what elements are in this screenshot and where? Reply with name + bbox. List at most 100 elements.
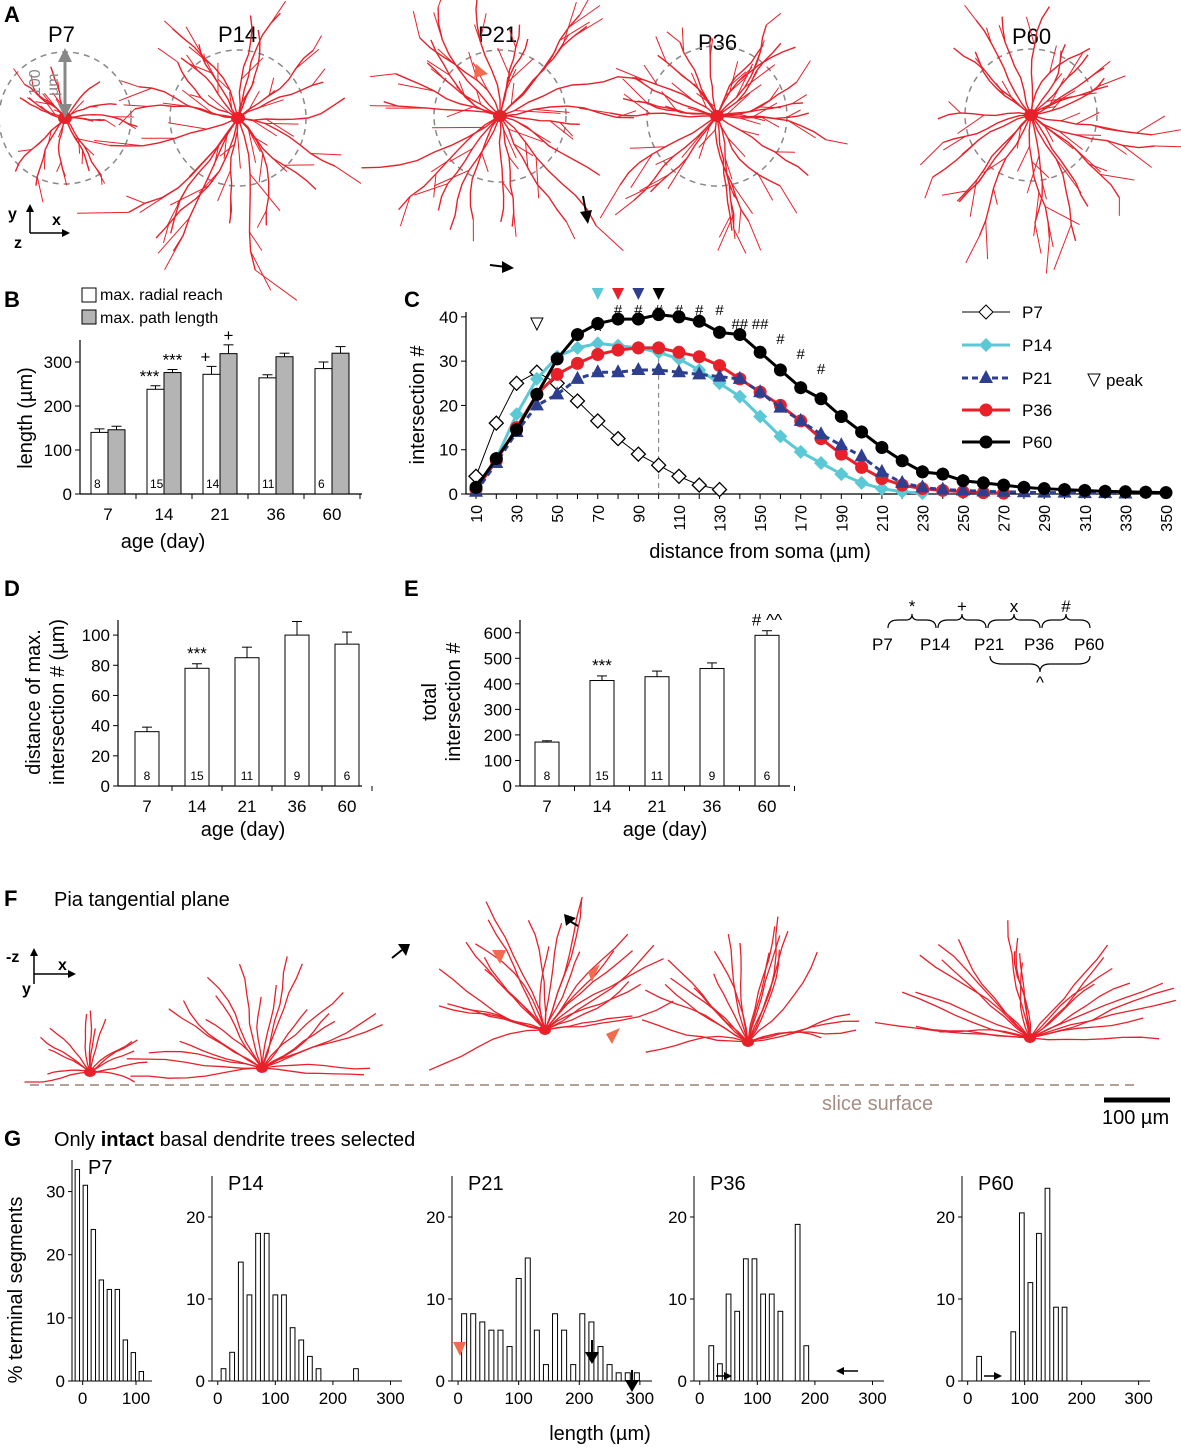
b-legend-swatch-path: [81, 309, 97, 325]
tree-a-p14-sub-branch: [247, 90, 260, 112]
tree-f-p36-branch: [747, 1020, 860, 1043]
c-point-P36: [631, 341, 645, 355]
tree-f-p36-branch: [713, 950, 749, 1043]
b-bar-path: [163, 372, 182, 495]
tree-a-p14-sub-branch: [189, 94, 202, 99]
tree-a-p36-sub-branch: [796, 60, 811, 83]
tree-a-p36-sub-branch: [736, 84, 762, 103]
tree-a-p60-sub-branch: [1136, 115, 1166, 134]
panel-letter-a: A: [4, 2, 20, 27]
tree-a-p60-sub-branch: [1088, 163, 1108, 172]
tree-a-p21-branch: [449, 115, 501, 230]
c-point-P7: [508, 375, 525, 392]
c-point-P60: [652, 308, 666, 322]
g-bar: [272, 1294, 279, 1382]
tree-a-p36: [579, 12, 848, 254]
c-point-P36: [834, 447, 848, 461]
tree-a-p36-sub-branch: [727, 137, 746, 158]
g-ytick-label: 20: [936, 1208, 955, 1227]
sig-mark-star: *: [909, 597, 916, 616]
tree-a-p60-branch: [942, 114, 1032, 144]
c-point-P14: [732, 389, 747, 404]
tree-a-p60-branch: [1030, 114, 1155, 149]
tree-a-p36-branch: [633, 115, 718, 201]
tree-a-p21-sub-branch: [579, 0, 589, 16]
tree-a-p21-sub-branch: [559, 21, 590, 41]
g-ytick-label: 20: [46, 1246, 65, 1265]
tree-a-p60-sub-branch: [1049, 77, 1065, 105]
tree-a-p14-sub-branch: [251, 119, 278, 137]
c-legend-peak-label: peak: [1106, 371, 1143, 390]
tree-a-p14: [75, 0, 362, 301]
c-point-P21: [793, 412, 808, 426]
axis-x-label: x: [52, 212, 61, 229]
tree-a-p36-sub-branch: [759, 115, 780, 128]
tree-a-p60-branch: [1030, 114, 1152, 136]
tree-f-p14-branch: [126, 1058, 263, 1069]
c-point-P60: [875, 441, 889, 454]
g-arrow-right-p60: [984, 1372, 1002, 1380]
c-point-P60: [915, 465, 929, 479]
c-point-P7: [650, 457, 667, 474]
g-bar: [255, 1232, 261, 1382]
tree-a-p21-sub-branch: [399, 196, 411, 227]
tree-a-p14-sub-branch: [118, 87, 152, 102]
tree-f-p36-branch: [693, 987, 749, 1043]
tree-a-p7-branch: [19, 97, 66, 119]
c-sig-mark: #: [715, 302, 724, 319]
g-bar: [1010, 1331, 1017, 1382]
e-ytick-label: 100: [484, 751, 512, 770]
tree-a-p21-sub-branch: [508, 156, 519, 170]
c-point-P21: [651, 362, 666, 375]
g-xtick-label: 200: [319, 1389, 347, 1408]
panel-letter-b: B: [4, 287, 20, 312]
tree-f-p14-branch: [261, 1013, 330, 1069]
tree-a-p21-branch: [383, 101, 501, 117]
e-ylabel-1: total: [419, 683, 441, 721]
e-xtick-label: 36: [703, 797, 722, 816]
tree-a-p14-sub-branch: [265, 118, 294, 137]
tree-a-p21-sub-branch: [549, 120, 574, 140]
tree-a-p21-sub-branch: [502, 182, 513, 196]
d-ytick-label: 20: [91, 747, 110, 766]
g-title-post: basal dendrite trees selected: [154, 1129, 415, 1151]
f-axis-z-label: -z: [6, 949, 19, 966]
tree-f-p14-branch: [261, 1024, 383, 1069]
tree-a-p7-sub-branch: [83, 145, 95, 156]
tree-a-p21-sub-branch: [370, 73, 396, 78]
g-bar: [307, 1355, 313, 1382]
c-legend-marker-P36: [979, 403, 993, 417]
tree-a-p14-sub-branch: [256, 210, 267, 228]
e-ytick-label: 400: [484, 675, 512, 694]
tree-a-p7-branch: [57, 117, 66, 177]
tree-f-p60-branch: [1029, 982, 1131, 1039]
tree-a-p60-branch: [937, 112, 1032, 120]
tree-a-p21-branch: [499, 25, 588, 117]
g-arrow-left-p36: [836, 1367, 858, 1375]
g-bar: [130, 1352, 137, 1382]
c-point-P21: [935, 481, 950, 495]
c-point-P21: [956, 482, 971, 496]
c-xtick-label: 190: [834, 505, 851, 532]
c-point-P36: [550, 367, 564, 381]
tree-f-p21-branch: [544, 898, 583, 1031]
b-annotation: ***: [140, 367, 160, 386]
tree-a-p36-branch: [619, 115, 718, 186]
c-xtick-label: 210: [875, 505, 892, 532]
tree-a-p36-sub-branch: [625, 182, 660, 200]
g-ytick-label: 10: [668, 1290, 687, 1309]
b-xtick-label: 7: [103, 505, 112, 524]
c-xtick-label: 310: [1078, 505, 1095, 532]
tree-a-p21-sub-branch: [507, 58, 534, 83]
tree-a-p60-branch: [932, 114, 1032, 178]
tree-a-p36-sub-branch: [751, 102, 778, 119]
tree-a-p21-sub-branch: [508, 28, 517, 48]
tree-a-p36-branch: [617, 76, 718, 117]
tree-a-p21-sub-branch: [446, 106, 474, 118]
g-title-pre: Only: [54, 1129, 101, 1151]
c-point-P7: [671, 468, 687, 485]
g-ytick-label: 10: [426, 1290, 445, 1309]
c-sig-mark: #: [817, 361, 826, 378]
g-arrow-down-1: [585, 1340, 599, 1364]
tree-a-p21-branch: [426, 62, 501, 117]
